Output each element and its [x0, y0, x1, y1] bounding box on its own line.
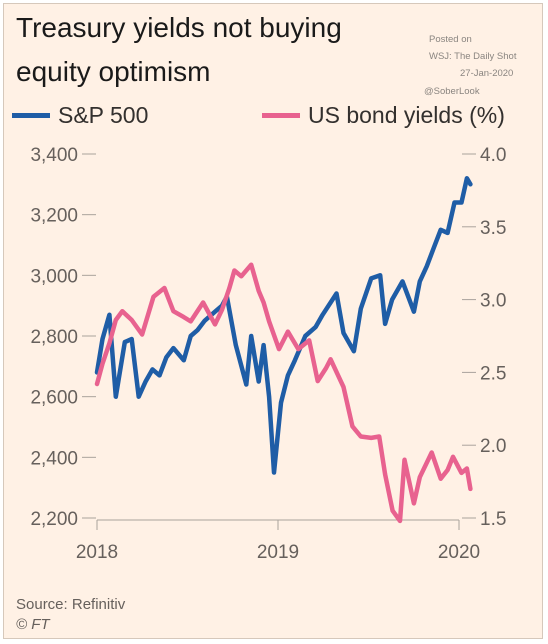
chart-title-line-1: Treasury yields not buying: [16, 12, 342, 43]
source-text: Source: Refinitiv: [16, 596, 126, 613]
x-axis-tick-label: 2020: [438, 542, 480, 563]
series-line-us-bond-yields: [94, 262, 473, 524]
right-axis-tick-label: 2.5: [480, 363, 506, 384]
chart-card: Treasury yields not buying equity optimi…: [3, 3, 543, 639]
posted-note-line-1: Posted on: [429, 34, 472, 45]
line-chart: 3,400 3,200 3,000 2,800 2,600 2,400 2,200 4.0 3.…: [30, 145, 506, 563]
legend-label-yields: US bond yields (%): [308, 102, 505, 128]
right-axis-tick-label: 2.0: [480, 436, 506, 457]
posted-note-line-2: WSJ: The Daily Shot: [429, 51, 517, 62]
right-axis-tick-label: 3.5: [480, 218, 506, 239]
left-axis-tick-label: 2,400: [30, 448, 78, 469]
left-axis-tick-label: 2,800: [30, 327, 78, 348]
source-handle: @SoberLook: [424, 86, 480, 97]
posted-note-line-3: 27-Jan-2020: [460, 68, 514, 79]
left-axis-tick-label: 3,000: [30, 266, 78, 287]
x-axis-tick-label: 2018: [76, 542, 118, 563]
left-axis-tick-label: 2,200: [30, 509, 78, 530]
legend-swatch-sp500: [12, 113, 50, 118]
legend-swatch-yields: [262, 113, 300, 118]
left-axis-tick-label: 3,400: [30, 145, 78, 166]
right-axis-tick-label: 1.5: [480, 509, 506, 530]
left-axis-tick-label: 3,200: [30, 206, 78, 227]
chart-title-line-2: equity optimism: [16, 56, 211, 87]
left-axis-tick-label: 2,600: [30, 388, 78, 409]
right-axis-tick-label: 3.0: [480, 291, 506, 312]
series-line-sp500: [94, 176, 473, 475]
right-axis-tick-label: 4.0: [480, 145, 506, 166]
legend-item-yields: US bond yields (%): [262, 102, 505, 129]
publisher-text: © FT: [16, 616, 50, 633]
legend-label-sp500: S&P 500: [58, 102, 149, 128]
x-axis-tick-label: 2019: [257, 542, 299, 563]
legend-item-sp500: S&P 500: [12, 102, 148, 129]
